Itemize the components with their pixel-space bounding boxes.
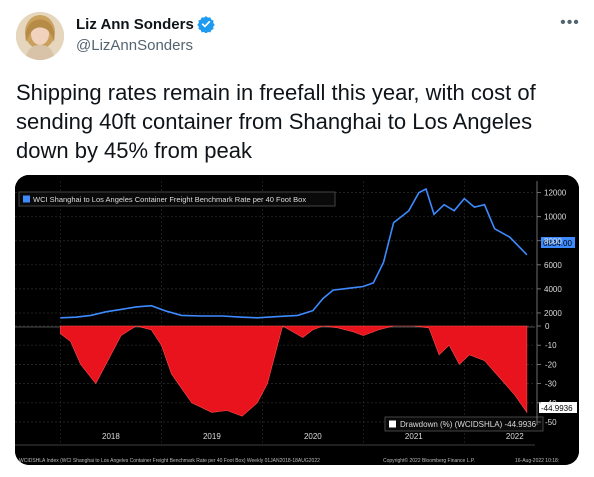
top-y-tick-label: 4000: [544, 285, 562, 294]
top-y-ticks: 2000 4000 6000 8000 10000 12000: [536, 181, 567, 327]
x-axis-label: 2019: [203, 432, 221, 441]
footer-source: WCIDSHLA Index (WCI Shanghai to Los Ange…: [19, 458, 320, 464]
bottom-legend: Drawdown (%) (WCIDSHLA) -44.9936: [384, 416, 544, 432]
footer-timestamp: 16-Aug-2022 10:18:: [515, 458, 559, 464]
rate-line: [60, 187, 528, 319]
x-axis-labels: 2018 2019 2020 2021 2022: [102, 432, 524, 441]
avatar[interactable]: [16, 12, 64, 60]
x-axis-label: 2020: [304, 432, 322, 441]
bottom-y-tick-label: 0: [545, 322, 550, 331]
top-y-tick-label: 2000: [544, 309, 562, 318]
tweet-text: Shipping rates remain in freefall this y…: [16, 80, 536, 163]
author-handle[interactable]: @LizAnnSonders: [76, 37, 193, 54]
line-last-value-label: 6834.00: [543, 239, 572, 248]
verified-badge-icon: [197, 16, 215, 33]
top-y-tick-label: 6000: [544, 261, 562, 270]
top-y-tick-label: 10000: [544, 213, 567, 222]
author-name-text: Liz Ann Sonders: [76, 15, 194, 33]
bottom-y-tick-label: -20: [545, 360, 557, 369]
bottom-y-tick-label: -50: [545, 418, 557, 427]
top-y-tick-label: 12000: [544, 189, 567, 198]
bottom-y-tick-label: -30: [545, 380, 557, 389]
bottom-y-tick-label: -40: [545, 399, 557, 408]
drawdown-last-value-label: -44.9936: [541, 404, 573, 413]
chart-image[interactable]: WCI Shanghai to Los Angeles Container Fr…: [15, 175, 579, 465]
x-axis-label: 2018: [102, 432, 120, 441]
last-value-tags: 6834.00 -44.9936: [539, 237, 577, 413]
author-name[interactable]: Liz Ann Sonders: [76, 15, 215, 33]
bottom-y-ticks: 0 -10 -20 -30 -40 -50: [536, 322, 557, 427]
top-y-tick-label: 8000: [544, 237, 562, 246]
more-options-icon[interactable]: •••: [560, 14, 580, 31]
x-axis-label: 2022: [506, 432, 524, 441]
top-legend: WCI Shanghai to Los Angeles Container Fr…: [18, 191, 336, 207]
top-legend-text: WCI Shanghai to Los Angeles Container Fr…: [33, 195, 306, 204]
bottom-legend-text: Drawdown (%) (WCIDSHLA) -44.9936: [400, 420, 537, 429]
avatar-portrait-image: [16, 12, 64, 60]
bottom-y-tick-label: -10: [545, 341, 557, 350]
bloomberg-chart: WCI Shanghai to Los Angeles Container Fr…: [15, 175, 579, 465]
x-axis-label: 2021: [405, 432, 423, 441]
footer-copyright: Copyright© 2022 Bloomberg Finance L.P.: [383, 457, 475, 464]
drawdown-area: [60, 325, 528, 417]
